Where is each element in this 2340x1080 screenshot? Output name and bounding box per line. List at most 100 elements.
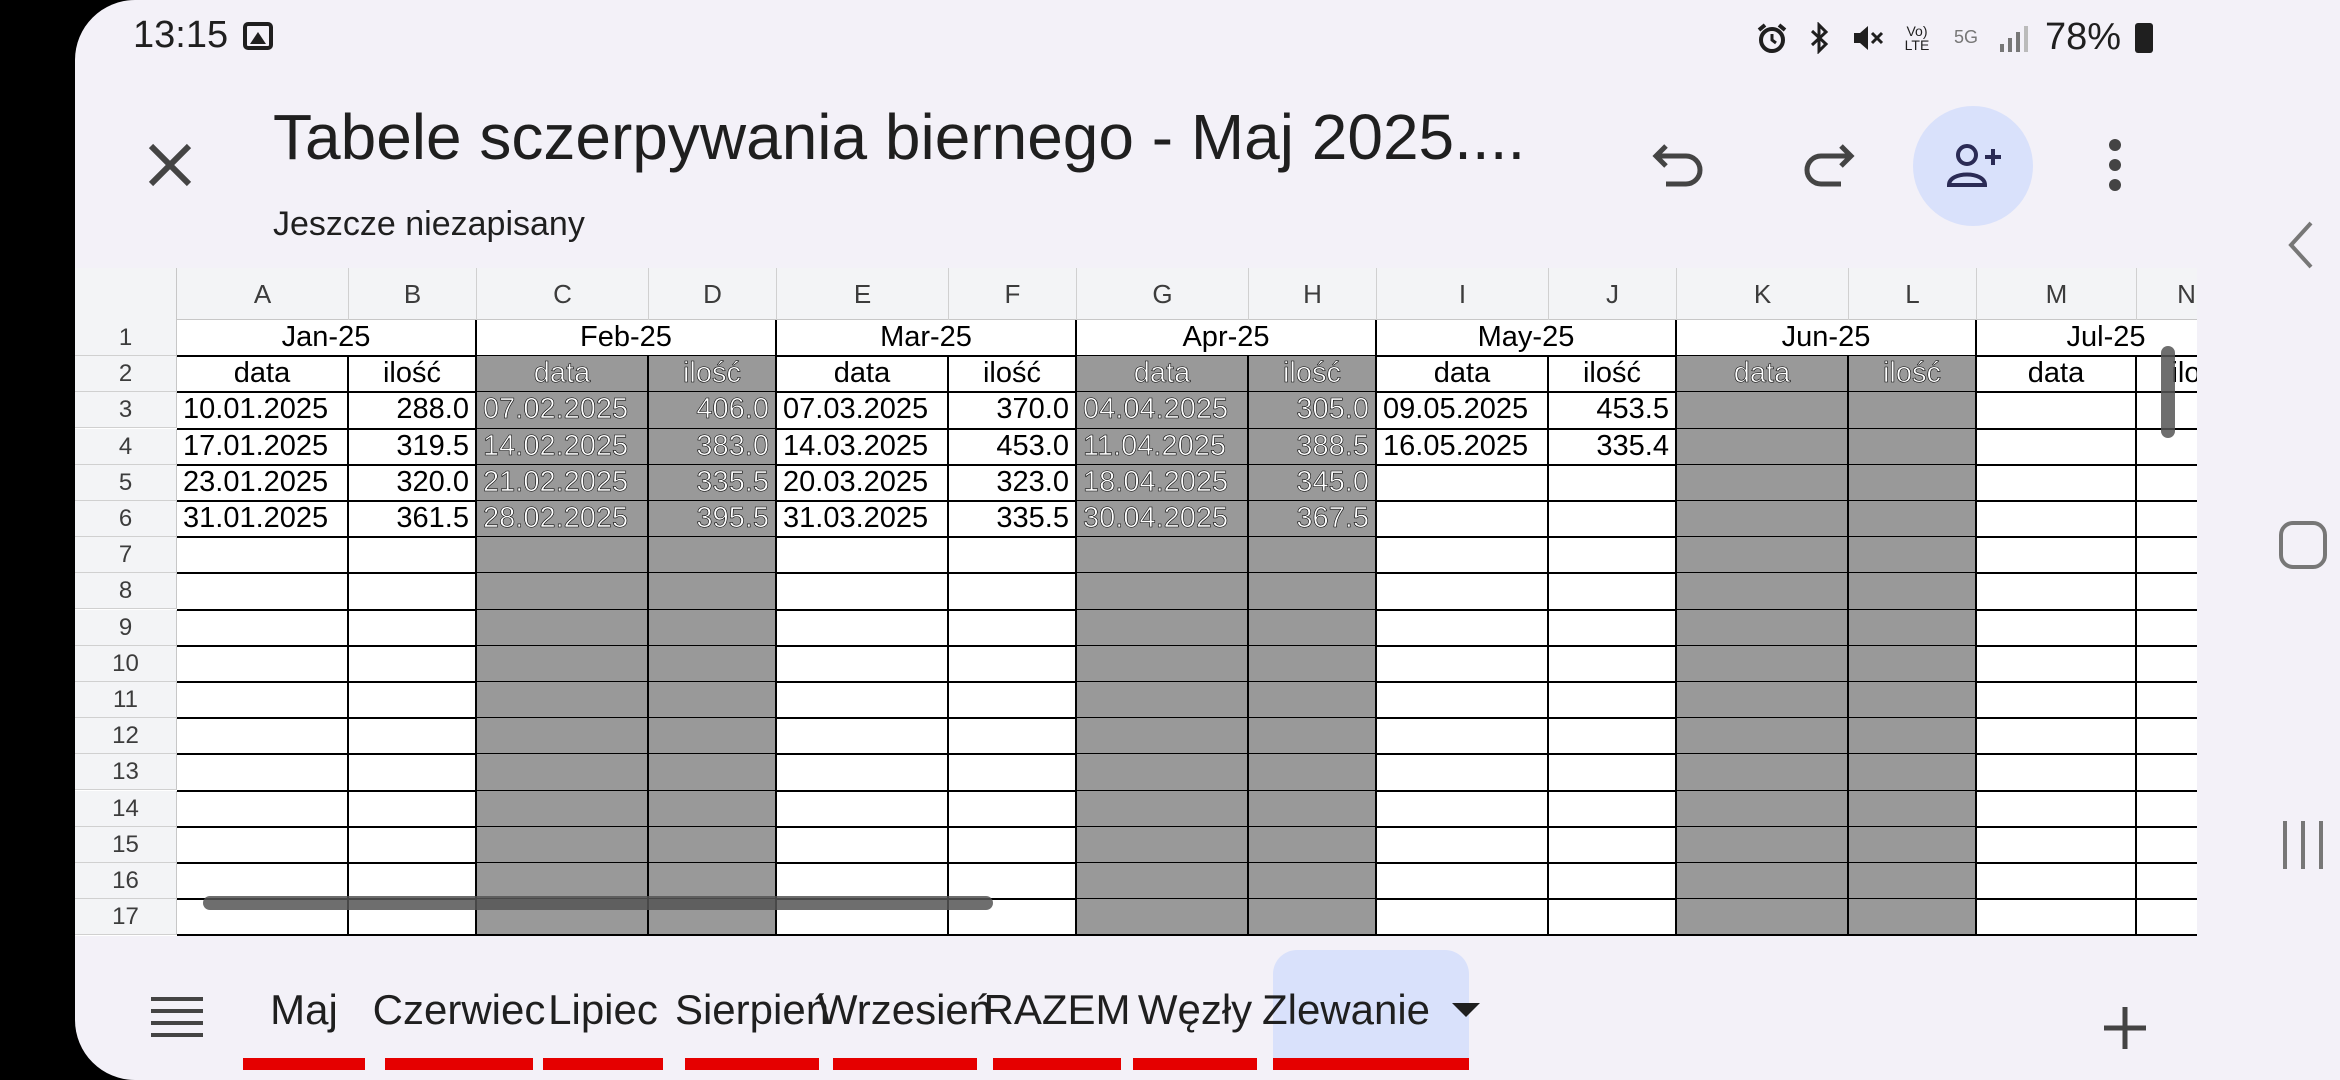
cell-d8[interactable] <box>649 573 777 611</box>
cell-c4[interactable]: 14.02.2025 <box>477 428 649 466</box>
cell-c12[interactable] <box>477 718 649 756</box>
sheet-tab-4[interactable]: Sierpień <box>675 950 829 1070</box>
horizontal-scrollbar[interactable] <box>203 896 993 910</box>
cell-f4[interactable]: 453.0 <box>949 428 1077 466</box>
cell-l3[interactable] <box>1849 392 1977 430</box>
cell-k4[interactable] <box>1677 428 1849 466</box>
row-header-13[interactable]: 13 <box>75 754 177 791</box>
qty-header-may[interactable]: ilość <box>1549 356 1677 394</box>
cell-g15[interactable] <box>1077 826 1249 864</box>
cell-a6[interactable]: 31.01.2025 <box>177 501 349 539</box>
cell-e9[interactable] <box>777 609 949 647</box>
cell-n5[interactable] <box>2137 465 2197 502</box>
cell-g3[interactable]: 04.04.2025 <box>1077 392 1249 430</box>
sheet-tab-2[interactable]: Czerwiec <box>373 950 545 1070</box>
cell-j17[interactable] <box>1549 899 1677 936</box>
column-header-l[interactable]: L <box>1849 268 1977 320</box>
cell-g17[interactable] <box>1077 899 1249 936</box>
cell-n12[interactable] <box>2137 718 2197 756</box>
cell-f8[interactable] <box>949 573 1077 611</box>
cell-b7[interactable] <box>349 537 477 575</box>
cell-h13[interactable] <box>1249 754 1377 792</box>
cell-d4[interactable]: 383.0 <box>649 428 777 466</box>
cell-j14[interactable] <box>1549 790 1677 828</box>
cell-c10[interactable] <box>477 645 649 683</box>
row-header-4[interactable]: 4 <box>75 428 177 465</box>
cell-n7[interactable] <box>2137 537 2197 575</box>
cell-a10[interactable] <box>177 645 349 683</box>
cell-b17[interactable] <box>349 899 477 936</box>
cell-j4[interactable]: 335.4 <box>1549 428 1677 466</box>
column-header-i[interactable]: I <box>1377 268 1549 320</box>
cell-h11[interactable] <box>1249 682 1377 720</box>
cell-h10[interactable] <box>1249 645 1377 683</box>
cell-l11[interactable] <box>1849 682 1977 720</box>
cell-a9[interactable] <box>177 609 349 647</box>
qty-header-mar[interactable]: ilość <box>949 356 1077 394</box>
month-header-apr[interactable]: Apr-25 <box>1077 320 1377 358</box>
cell-k14[interactable] <box>1677 790 1849 828</box>
date-header-may[interactable]: data <box>1377 356 1549 394</box>
cell-k8[interactable] <box>1677 573 1849 611</box>
cell-c6[interactable]: 28.02.2025 <box>477 501 649 539</box>
cell-m17[interactable] <box>1977 899 2137 936</box>
cell-f10[interactable] <box>949 645 1077 683</box>
cell-m9[interactable] <box>1977 609 2137 647</box>
cell-k11[interactable] <box>1677 682 1849 720</box>
cell-d11[interactable] <box>649 682 777 720</box>
cell-i12[interactable] <box>1377 718 1549 756</box>
cell-l17[interactable] <box>1849 899 1977 936</box>
sheet-tab-7[interactable]: Węzły <box>1133 950 1257 1070</box>
cell-j8[interactable] <box>1549 573 1677 611</box>
row-header-17[interactable]: 17 <box>75 899 177 936</box>
cell-m13[interactable] <box>1977 754 2137 792</box>
cell-k9[interactable] <box>1677 609 1849 647</box>
cell-d6[interactable]: 395.5 <box>649 501 777 539</box>
close-button[interactable] <box>125 120 215 210</box>
cell-i9[interactable] <box>1377 609 1549 647</box>
cell-c9[interactable] <box>477 609 649 647</box>
row-header-1[interactable]: 1 <box>75 320 177 356</box>
cell-i16[interactable] <box>1377 863 1549 901</box>
row-header-7[interactable]: 7 <box>75 537 177 574</box>
cell-f11[interactable] <box>949 682 1077 720</box>
cell-b16[interactable] <box>349 863 477 901</box>
cell-b3[interactable]: 288.0 <box>349 392 477 430</box>
cell-d12[interactable] <box>649 718 777 756</box>
cell-l6[interactable] <box>1849 501 1977 539</box>
column-header-m[interactable]: M <box>1977 268 2137 320</box>
cell-g8[interactable] <box>1077 573 1249 611</box>
cell-g16[interactable] <box>1077 863 1249 901</box>
row-header-5[interactable]: 5 <box>75 464 177 501</box>
sheet-tab-3[interactable]: Lipiec <box>543 950 663 1070</box>
cell-e13[interactable] <box>777 754 949 792</box>
cell-h4[interactable]: 388.5 <box>1249 428 1377 466</box>
cell-a11[interactable] <box>177 682 349 720</box>
row-header-16[interactable]: 16 <box>75 863 177 899</box>
cell-k3[interactable] <box>1677 392 1849 430</box>
cell-a14[interactable] <box>177 790 349 828</box>
cell-g9[interactable] <box>1077 609 1249 647</box>
cell-h14[interactable] <box>1249 790 1377 828</box>
cell-e4[interactable]: 14.03.2025 <box>777 428 949 466</box>
cell-c8[interactable] <box>477 573 649 611</box>
cell-c5[interactable]: 21.02.2025 <box>477 464 649 502</box>
cell-j12[interactable] <box>1549 718 1677 756</box>
cell-f17[interactable] <box>949 899 1077 936</box>
cell-e12[interactable] <box>777 718 949 756</box>
cell-i8[interactable] <box>1377 573 1549 611</box>
cell-a15[interactable] <box>177 826 349 864</box>
date-header-jul[interactable]: data <box>1977 356 2137 394</box>
cell-i5[interactable] <box>1377 464 1549 502</box>
cell-i3[interactable]: 09.05.2025 <box>1377 392 1549 430</box>
row-header-6[interactable]: 6 <box>75 501 177 537</box>
cell-n6[interactable] <box>2137 501 2197 539</box>
cell-b9[interactable] <box>349 609 477 647</box>
month-header-jan[interactable]: Jan-25 <box>177 320 477 358</box>
column-header-g[interactable]: G <box>1077 268 1249 320</box>
cell-f16[interactable] <box>949 863 1077 901</box>
sheet-tab-1[interactable]: Maj <box>243 950 365 1070</box>
column-header-f[interactable]: F <box>949 268 1077 320</box>
cell-d14[interactable] <box>649 790 777 828</box>
document-title[interactable]: Tabele sczerpywania biernego - Maj 2025.… <box>273 101 1526 173</box>
